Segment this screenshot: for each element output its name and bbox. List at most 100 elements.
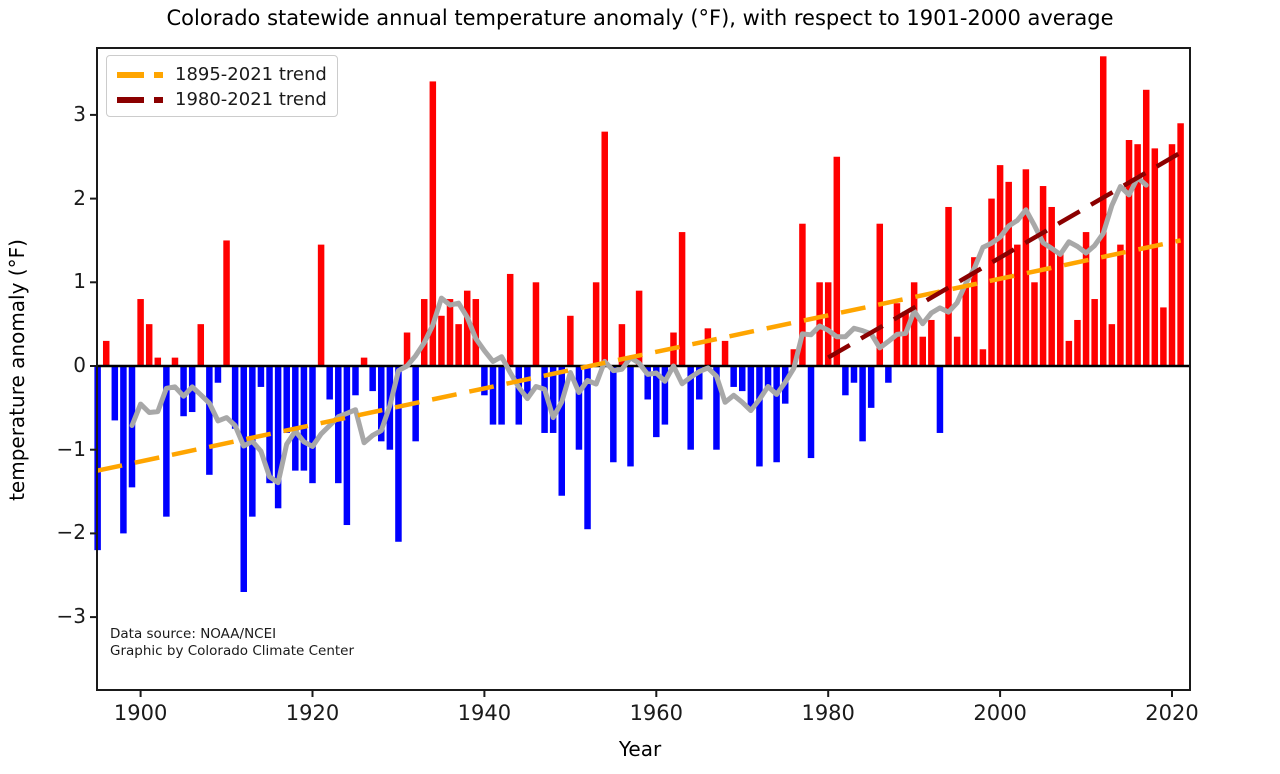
anomaly-bar xyxy=(326,366,333,400)
anomaly-bar xyxy=(807,366,815,459)
anomaly-bar xyxy=(653,366,660,438)
anomaly-bar xyxy=(292,366,299,471)
anomaly-bar xyxy=(592,282,600,366)
anomaly-bar xyxy=(996,165,1004,366)
anomaly-bar xyxy=(206,366,213,475)
anomaly-bar xyxy=(446,299,454,366)
anomaly-bar xyxy=(979,349,987,366)
anomaly-bar xyxy=(438,315,445,366)
anomaly-bar xyxy=(309,366,316,484)
source-note: Data source: NOAA/NCEI Graphic by Colora… xyxy=(110,626,354,660)
legend-label: 1980-2021 trend xyxy=(175,89,327,110)
anomaly-bar xyxy=(549,366,557,433)
anomaly-bar xyxy=(902,311,909,367)
anomaly-bar xyxy=(730,366,737,387)
y-tick-label: −3 xyxy=(56,604,86,629)
anomaly-bar xyxy=(764,366,772,387)
darkred-dashed-line-icon xyxy=(117,96,163,103)
anomaly-bar xyxy=(403,332,411,366)
anomaly-bar xyxy=(171,357,179,366)
anomaly-bar xyxy=(936,366,944,433)
anomaly-bar xyxy=(1125,140,1133,366)
anomaly-bar xyxy=(274,366,282,509)
chart-title: Colorado statewide annual temperature an… xyxy=(166,6,1114,30)
anomaly-bar xyxy=(618,324,626,366)
anomaly-bar xyxy=(335,366,342,484)
anomaly-bar xyxy=(1082,232,1090,366)
anomaly-bar xyxy=(154,357,162,366)
anomaly-bar xyxy=(558,366,565,496)
anomaly-bar xyxy=(1151,148,1159,366)
anomaly-bar xyxy=(1074,319,1081,366)
anomaly-bar xyxy=(833,156,841,366)
legend-label: 1895-2021 trend xyxy=(175,64,327,85)
anomaly-bar xyxy=(1099,56,1107,367)
anomaly-bar xyxy=(283,366,290,433)
anomaly-bar xyxy=(1048,206,1055,366)
anomaly-bar xyxy=(506,273,514,366)
anomaly-bar xyxy=(223,240,230,366)
anomaly-bar xyxy=(644,366,651,400)
anomaly-bar xyxy=(180,366,187,417)
anomaly-bar xyxy=(1014,244,1021,366)
anomaly-bar xyxy=(661,366,669,425)
anomaly-bar xyxy=(343,366,351,526)
anomaly-bar xyxy=(111,366,119,421)
anomaly-bar xyxy=(842,366,849,396)
anomaly-bar xyxy=(704,328,712,366)
anomaly-bar xyxy=(824,282,832,366)
anomaly-bar xyxy=(1091,299,1098,366)
anomaly-bar xyxy=(678,232,686,366)
anomaly-bar xyxy=(352,366,359,396)
plot-frame xyxy=(96,47,1191,691)
anomaly-bar xyxy=(867,366,875,408)
bars-group xyxy=(94,56,1184,592)
anomaly-bar xyxy=(145,324,153,366)
anomaly-bar xyxy=(687,366,694,450)
anomaly-bar xyxy=(1177,123,1184,367)
anomaly-bar xyxy=(756,366,763,467)
anomaly-bar xyxy=(610,366,617,463)
anomaly-bar xyxy=(532,282,540,366)
anomaly-bar xyxy=(197,324,205,366)
anomaly-bar xyxy=(1039,186,1047,366)
y-tick-label: 3 xyxy=(73,101,86,126)
anomaly-bar xyxy=(747,366,755,408)
anomaly-bar xyxy=(1142,89,1150,366)
anomaly-bar xyxy=(266,366,273,484)
anomaly-bar xyxy=(773,366,780,463)
anomaly-bar xyxy=(971,257,978,366)
x-tick-label: 2020 xyxy=(1145,701,1199,725)
anomaly-bar xyxy=(1031,282,1038,366)
y-tick-label: 1 xyxy=(73,269,86,294)
anomaly-bar xyxy=(541,366,548,433)
credit-line: Graphic by Colorado Climate Center xyxy=(110,643,355,659)
anomaly-bar xyxy=(876,223,884,366)
anomaly-bar xyxy=(231,366,239,429)
anomaly-bar xyxy=(953,336,961,366)
anomaly-bar xyxy=(455,324,462,366)
anomaly-bar xyxy=(1108,324,1116,366)
anomaly-bar xyxy=(102,340,110,366)
anomaly-bar xyxy=(240,366,247,592)
anomaly-bar xyxy=(910,282,918,366)
anomaly-bar xyxy=(120,366,127,534)
orange-dashed-line-icon xyxy=(117,71,163,78)
anomaly-bar xyxy=(395,366,402,542)
anomaly-bar xyxy=(515,366,523,425)
anomaly-bar xyxy=(601,131,608,366)
anomaly-bar xyxy=(489,366,497,425)
anomaly-bar xyxy=(481,366,488,396)
anomaly-bar xyxy=(713,366,720,450)
anomaly-bar xyxy=(859,366,866,442)
anomaly-bar xyxy=(360,357,368,366)
anomaly-bar xyxy=(1117,244,1124,366)
anomaly-bar xyxy=(1057,253,1064,366)
anomaly-bar xyxy=(214,366,222,383)
anomaly-bar xyxy=(928,319,935,366)
anomaly-bar xyxy=(850,366,858,383)
x-tick-label: 1940 xyxy=(457,701,512,725)
anomaly-bar xyxy=(463,290,471,366)
y-tick-label: 0 xyxy=(73,353,86,377)
